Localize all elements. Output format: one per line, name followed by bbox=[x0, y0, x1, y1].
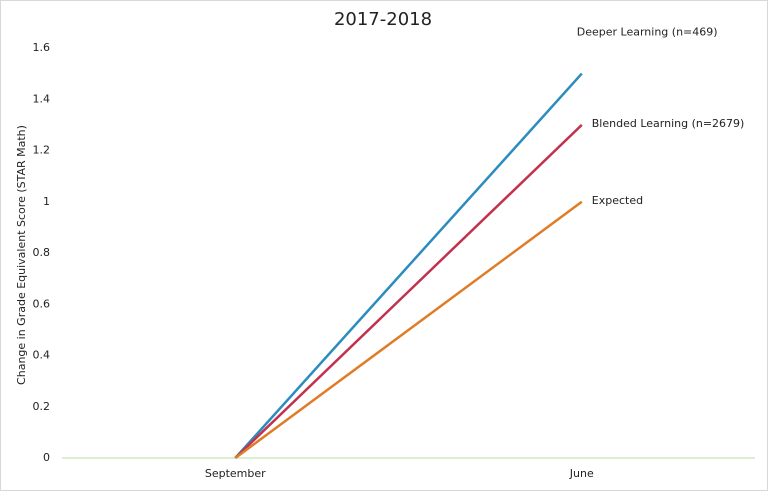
series-label: Deeper Learning (n=469) bbox=[577, 26, 718, 39]
y-tick-label: 0.6 bbox=[33, 297, 51, 310]
y-tick-label: 1.6 bbox=[33, 41, 51, 54]
y-tick-label: 1.2 bbox=[33, 144, 51, 157]
y-tick-label: 0.8 bbox=[33, 246, 51, 259]
series-line bbox=[234, 200, 583, 460]
chart-title: 2017-2018 bbox=[334, 9, 432, 30]
x-tick-label: June bbox=[569, 467, 594, 480]
y-tick-label: 1 bbox=[43, 195, 50, 208]
series-label: Expected bbox=[592, 194, 643, 207]
series-line bbox=[234, 123, 583, 459]
y-tick-label: 0 bbox=[43, 451, 50, 464]
series-label: Blended Learning (n=2679) bbox=[592, 117, 745, 130]
series-line bbox=[234, 72, 583, 459]
y-axis-label: Change in Grade Equivalent Score (STAR M… bbox=[15, 125, 28, 385]
y-tick-label: 1.4 bbox=[33, 92, 51, 105]
x-tick-label: September bbox=[205, 467, 266, 480]
y-tick-label: 0.4 bbox=[33, 349, 51, 362]
y-tick-label: 0.2 bbox=[33, 400, 51, 413]
